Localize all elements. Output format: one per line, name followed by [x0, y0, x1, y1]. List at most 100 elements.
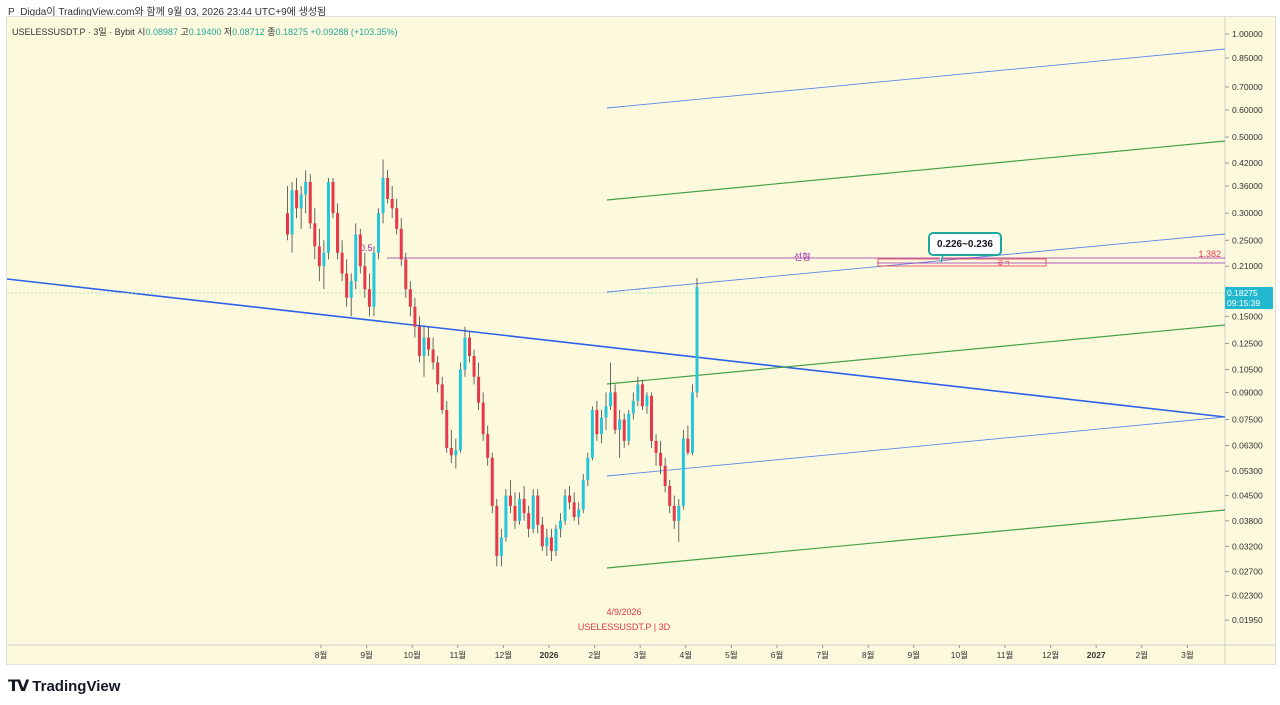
- x-tick-label: 9월: [360, 650, 373, 660]
- candle-body: [290, 190, 294, 235]
- candle-body: [650, 395, 653, 441]
- candle-body: [609, 392, 613, 407]
- channel-upper-green: [606, 140, 1226, 201]
- candle-body: [495, 505, 499, 556]
- candle-body: [304, 181, 308, 195]
- candle-body: [331, 181, 335, 214]
- y-tick-label: 0.03200: [1232, 541, 1263, 551]
- candle-body: [417, 326, 421, 356]
- candle-body: [654, 440, 658, 453]
- candle-body: [595, 409, 599, 435]
- candle-body: [586, 457, 590, 480]
- candle-body: [668, 486, 672, 506]
- candle-body: [499, 537, 503, 556]
- candle-body: [431, 349, 435, 363]
- x-tick-label: 2026: [540, 650, 559, 660]
- candle-body: [286, 213, 289, 235]
- y-tick-label: 1.00000: [1232, 29, 1263, 39]
- candle-body: [463, 337, 467, 370]
- open-value: 0.08987: [145, 27, 178, 37]
- last-price-tag: 0.18275 09:15:39: [1225, 287, 1273, 309]
- y-tick-label: 0.25000: [1232, 235, 1263, 245]
- x-tick-label: 6월: [771, 650, 784, 660]
- change-value: +0.09288 (+103.35%): [310, 27, 398, 37]
- x-tick-label: 12월: [495, 650, 512, 660]
- chart-caption: P_Digda이 TradingView.com와 함께 9월 03, 2026…: [8, 7, 327, 18]
- candle-body: [354, 234, 358, 282]
- candle-body: [486, 434, 490, 458]
- candle-body: [504, 495, 508, 538]
- candle-body: [313, 223, 317, 247]
- candle-body: [372, 252, 376, 307]
- descending-trendline: [7, 278, 1226, 418]
- candle-body: [549, 537, 553, 552]
- candle-body: [663, 465, 667, 487]
- candle-body: [554, 528, 558, 552]
- candle-body: [681, 438, 685, 506]
- candle-body: [440, 384, 444, 410]
- y-tick-label: 0.12500: [1232, 338, 1263, 348]
- candle-body: [340, 252, 344, 274]
- symbol-legend: USELESSUSDT.P · 3일 · Bybit 시0.08987 고0.1…: [12, 27, 398, 37]
- y-tick-label: 0.85000: [1232, 53, 1263, 63]
- y-tick-label: 0.36000: [1232, 181, 1263, 191]
- candle-body: [581, 479, 585, 510]
- candle-body: [531, 495, 535, 529]
- x-tick-label: 2027: [1087, 650, 1106, 660]
- candle-body: [308, 181, 312, 224]
- y-tick-label: 0.03800: [1232, 516, 1263, 526]
- candle-body: [481, 402, 485, 435]
- y-tick-label: 0.02300: [1232, 591, 1263, 601]
- y-tick-label: 0.01950: [1232, 615, 1263, 625]
- y-tick-label: 0.04500: [1232, 491, 1263, 501]
- channel-upper-blue: [606, 48, 1226, 109]
- tradingview-logo-icon: 𝗧𝗩: [8, 678, 29, 695]
- close-value: 0.18275: [275, 27, 309, 37]
- target-zone-box: [877, 258, 1047, 267]
- log-scale-label: 로그: [997, 260, 1010, 268]
- candle-body: [377, 213, 380, 253]
- chart-svg[interactable]: 1.00000 0.85000 0.70000 0.60000 0.50000 0.420…: [7, 17, 1275, 664]
- candle-body: [645, 395, 649, 407]
- candle-body: [686, 438, 690, 453]
- y-tick-label: 0.06300: [1232, 441, 1263, 451]
- x-tick-label: 11월: [449, 650, 466, 660]
- x-tick-label: 10월: [404, 650, 421, 660]
- candle-body: [445, 409, 449, 448]
- x-tick-label: 11월: [997, 650, 1014, 660]
- x-tick-label: 7월: [816, 650, 829, 660]
- candle-body: [604, 406, 608, 418]
- high-value: 0.19400: [188, 27, 222, 37]
- candle-body: [627, 413, 631, 441]
- x-tick-label: 2월: [588, 650, 601, 660]
- x-tick-label: 4월: [680, 650, 693, 660]
- fib-1.382-label: 1.382: [1198, 249, 1221, 259]
- candle-body: [622, 419, 626, 441]
- candle-body: [408, 289, 412, 307]
- y-tick-label: 0.70000: [1232, 82, 1263, 92]
- linear-scale-label: 선형: [794, 252, 811, 262]
- candle-body: [568, 495, 572, 503]
- candle-body: [618, 419, 622, 430]
- candle-body: [695, 286, 699, 393]
- bar-countdown: 09:15:39: [1227, 298, 1261, 308]
- candle-body: [540, 524, 544, 547]
- candle-body: [472, 355, 476, 377]
- candle-body: [468, 337, 471, 356]
- candle-body: [513, 505, 517, 521]
- y-tick-label: 0.07500: [1232, 415, 1263, 425]
- symbol-watermark: USELESSUSDT.P | 3D: [578, 622, 671, 632]
- candle-body: [381, 177, 385, 214]
- x-tick-label: 2월: [1136, 650, 1149, 660]
- channel-lower-blue: [606, 416, 1226, 477]
- x-tick-label: 5월: [725, 650, 738, 660]
- candle-body: [659, 452, 663, 466]
- y-tick-label: 0.09000: [1232, 387, 1263, 397]
- x-tick-label: 12월: [1042, 650, 1059, 660]
- chart-area[interactable]: 1.00000 0.85000 0.70000 0.60000 0.50000 0.420…: [6, 16, 1276, 665]
- x-tick-label: 10월: [951, 650, 968, 660]
- tradingview-logo[interactable]: 𝗧𝗩 TradingView: [8, 676, 120, 696]
- target-callout[interactable]: 0.226~0.236: [928, 232, 1002, 256]
- candle-body: [413, 306, 417, 327]
- candle-body: [390, 198, 394, 209]
